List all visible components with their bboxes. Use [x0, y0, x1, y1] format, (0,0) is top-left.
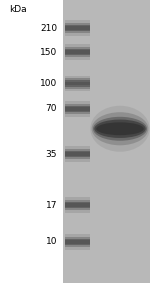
Ellipse shape	[96, 122, 144, 135]
Text: 100: 100	[40, 79, 57, 88]
FancyBboxPatch shape	[64, 80, 90, 87]
FancyBboxPatch shape	[64, 20, 90, 36]
FancyBboxPatch shape	[64, 78, 90, 89]
FancyBboxPatch shape	[64, 202, 90, 208]
FancyBboxPatch shape	[64, 197, 90, 213]
Text: kDa: kDa	[9, 5, 27, 14]
FancyBboxPatch shape	[64, 152, 90, 156]
FancyBboxPatch shape	[64, 23, 90, 33]
FancyBboxPatch shape	[64, 101, 90, 117]
FancyBboxPatch shape	[64, 203, 90, 207]
FancyBboxPatch shape	[64, 151, 90, 157]
Text: 35: 35	[45, 150, 57, 159]
FancyBboxPatch shape	[64, 107, 90, 111]
FancyBboxPatch shape	[64, 240, 90, 244]
FancyBboxPatch shape	[64, 234, 90, 250]
Text: 210: 210	[40, 24, 57, 33]
FancyBboxPatch shape	[64, 25, 90, 31]
Ellipse shape	[94, 120, 146, 138]
FancyBboxPatch shape	[64, 106, 90, 112]
FancyBboxPatch shape	[64, 47, 90, 57]
Ellipse shape	[93, 117, 147, 141]
FancyBboxPatch shape	[64, 104, 90, 114]
FancyBboxPatch shape	[64, 146, 90, 162]
FancyBboxPatch shape	[64, 237, 90, 247]
FancyBboxPatch shape	[64, 200, 90, 210]
Text: 70: 70	[45, 104, 57, 113]
FancyBboxPatch shape	[64, 149, 90, 159]
Text: 10: 10	[45, 237, 57, 246]
FancyBboxPatch shape	[64, 44, 90, 60]
Text: 150: 150	[40, 48, 57, 57]
FancyBboxPatch shape	[63, 0, 150, 283]
FancyBboxPatch shape	[64, 26, 90, 30]
FancyBboxPatch shape	[64, 76, 90, 91]
FancyBboxPatch shape	[64, 49, 90, 55]
Text: 17: 17	[45, 201, 57, 210]
FancyBboxPatch shape	[64, 82, 90, 85]
Ellipse shape	[90, 106, 150, 152]
FancyBboxPatch shape	[64, 50, 90, 54]
Ellipse shape	[92, 112, 148, 145]
FancyBboxPatch shape	[64, 239, 90, 245]
